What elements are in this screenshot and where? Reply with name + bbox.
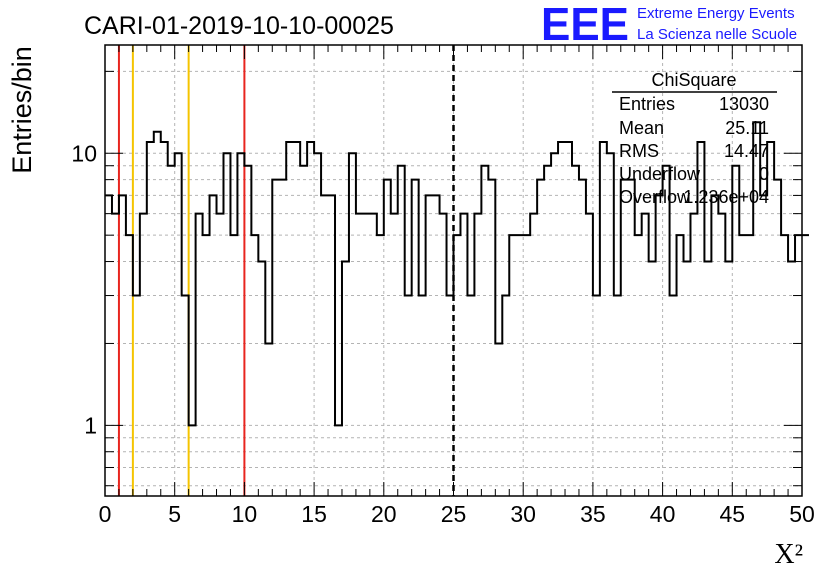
stats-label-mean: Mean: [619, 118, 664, 138]
stats-label-overflow: Overflow: [619, 187, 691, 207]
stats-value-mean: 25.11: [725, 118, 769, 138]
stats-label-entries: Entries: [619, 94, 675, 114]
stats-label-rms: RMS: [619, 141, 659, 161]
stats-box: ChiSquare Entries 13030 Mean 25.11 RMS 1…: [612, 70, 777, 207]
stats-label-underflow: Underflow: [619, 164, 701, 184]
x-tick-label: 25: [441, 501, 467, 527]
x-tick-label: 30: [510, 501, 536, 527]
stats-value-underflow: 0: [759, 164, 769, 184]
stats-value-entries: 13030: [719, 94, 769, 114]
eee-logo-line1: Extreme Energy Events: [637, 5, 795, 22]
y-tick-label: 10: [71, 140, 97, 166]
histogram-series: [105, 121, 809, 427]
x-tick-label: 10: [232, 501, 258, 527]
x-axis-label: X²: [774, 539, 803, 570]
x-tick-label: 45: [720, 501, 746, 527]
run-title: CARI-01-2019-10-10-00025: [84, 12, 394, 40]
x-tick-label: 50: [789, 501, 815, 527]
axes: 0 5 10 15 20 25 30 35 40 45 50 1 10: [71, 44, 815, 527]
x-tick-label: 40: [650, 501, 676, 527]
stats-value-overflow: 1.236e+04: [683, 187, 769, 207]
eee-logo-mark: EEE: [541, 0, 629, 50]
x-tick-label: 5: [168, 501, 181, 527]
reference-lines: [117, 45, 455, 496]
stats-value-rms: 14.47: [724, 141, 769, 161]
y-tick-label: 1: [84, 412, 97, 438]
x-tick-label: 0: [99, 501, 112, 527]
stats-box-title: ChiSquare: [651, 70, 736, 90]
x-tick-label: 20: [371, 501, 397, 527]
y-axis-label: Entries/bin: [7, 46, 37, 174]
eee-logo-line2: La Scienza nelle Scuole: [637, 26, 797, 43]
x-tick-label: 15: [301, 501, 327, 527]
histogram-line: [105, 121, 809, 427]
x-tick-label: 35: [580, 501, 606, 527]
